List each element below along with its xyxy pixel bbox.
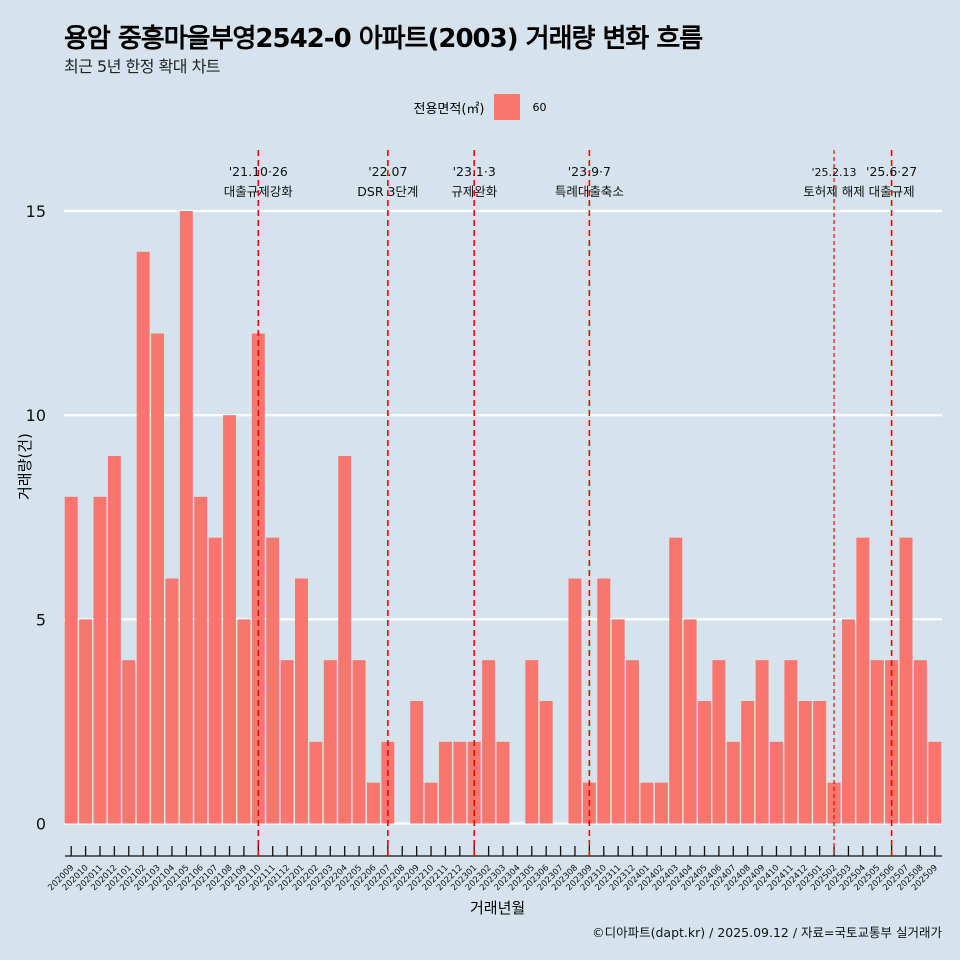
bar bbox=[755, 660, 769, 824]
bar bbox=[669, 537, 683, 824]
bar bbox=[79, 619, 93, 824]
bar bbox=[654, 782, 668, 824]
bar bbox=[784, 660, 798, 824]
bar bbox=[323, 660, 337, 824]
bar bbox=[798, 701, 812, 824]
bar bbox=[64, 496, 78, 824]
bar bbox=[597, 578, 611, 824]
bar bbox=[539, 701, 553, 824]
bar bbox=[683, 619, 697, 824]
bar bbox=[208, 537, 222, 824]
bar bbox=[899, 537, 913, 824]
bar bbox=[769, 741, 783, 824]
event-label: 규제완화 bbox=[451, 184, 498, 199]
bar bbox=[741, 701, 755, 824]
bar bbox=[366, 782, 380, 824]
event-label: 특례대출축소 bbox=[555, 184, 624, 199]
bar bbox=[237, 619, 251, 824]
bar bbox=[712, 660, 726, 824]
chart-subtitle: 최근 5년 한정 확대 차트 bbox=[64, 57, 221, 76]
legend-label: 60 bbox=[532, 100, 547, 114]
bar bbox=[107, 456, 121, 824]
bar bbox=[568, 578, 582, 824]
bar bbox=[813, 701, 827, 824]
bar bbox=[496, 741, 510, 824]
event-label: 대출규제 bbox=[869, 184, 915, 199]
bar bbox=[251, 333, 265, 824]
bar bbox=[179, 211, 193, 824]
legend-swatch bbox=[494, 94, 521, 120]
bar bbox=[280, 660, 294, 824]
bar bbox=[438, 741, 452, 824]
bar bbox=[698, 701, 711, 824]
bar bbox=[525, 660, 539, 824]
y-tick-label: 10 bbox=[26, 406, 46, 425]
bar bbox=[165, 578, 179, 824]
bar bbox=[424, 782, 438, 824]
event-date: '22.07 bbox=[368, 164, 407, 179]
bar bbox=[870, 660, 884, 824]
event-date: '25.6·27 bbox=[866, 164, 917, 179]
bar bbox=[338, 456, 352, 824]
source-caption: ©디아파트(dapt.kr) / 2025.09.12 / 자료=국토교통부 실… bbox=[592, 925, 942, 940]
y-tick-label: 5 bbox=[36, 610, 46, 629]
bar bbox=[410, 701, 424, 824]
bar bbox=[136, 251, 150, 824]
legend: 전용면적(㎡) 60 bbox=[0, 94, 960, 120]
legend-title: 전용면적(㎡) bbox=[413, 101, 485, 117]
event-label: DSR 3단계 bbox=[357, 184, 418, 199]
bar bbox=[122, 660, 136, 824]
bar bbox=[726, 741, 740, 824]
y-tick-label: 0 bbox=[36, 815, 46, 834]
bar bbox=[194, 496, 208, 824]
bar bbox=[841, 619, 855, 824]
bar bbox=[151, 333, 165, 824]
y-axis-title: 거래량(건) bbox=[16, 433, 34, 500]
event-date: '23.9·7 bbox=[568, 164, 611, 179]
event-label: 대출규제강화 bbox=[224, 184, 294, 199]
y-tick-label: 15 bbox=[26, 202, 46, 221]
x-axis-title: 거래년월 bbox=[470, 899, 526, 917]
bar bbox=[93, 496, 107, 824]
bar bbox=[856, 537, 870, 824]
bar bbox=[453, 741, 467, 824]
bar bbox=[626, 660, 640, 824]
bar bbox=[913, 660, 927, 824]
event-date: '21.10·26 bbox=[229, 164, 288, 179]
event-date: '25.2.13 bbox=[812, 166, 857, 179]
event-date: '23.1·3 bbox=[453, 164, 496, 179]
bar bbox=[482, 660, 496, 824]
event-label: 토허제 해제 bbox=[803, 184, 864, 199]
bar bbox=[928, 741, 942, 824]
bar bbox=[640, 782, 654, 824]
bar bbox=[295, 578, 308, 824]
bar bbox=[611, 619, 625, 824]
bar bbox=[223, 415, 237, 824]
bar bbox=[266, 537, 280, 824]
bar bbox=[352, 660, 366, 824]
bar bbox=[309, 741, 323, 824]
chart-title: 용암 중흥마을부영2542-0 아파트(2003) 거래량 변화 흐름 bbox=[64, 24, 703, 54]
